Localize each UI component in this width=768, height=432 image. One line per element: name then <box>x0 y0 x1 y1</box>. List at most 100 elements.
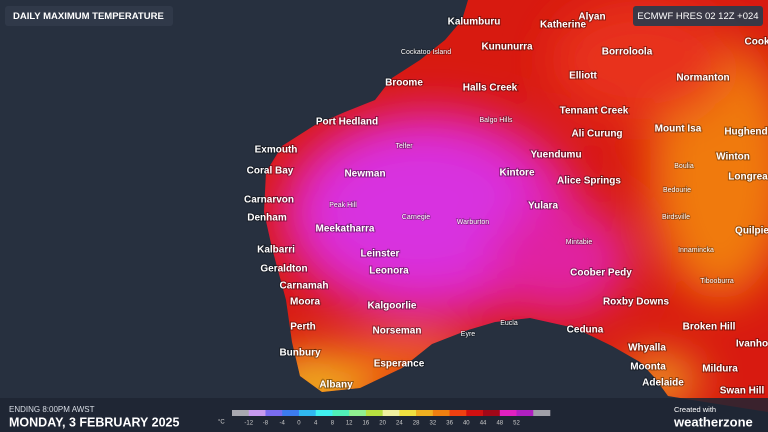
valid-time: ENDING 8:00PM AWST <box>9 405 95 414</box>
legend-unit: °C <box>218 420 225 426</box>
city-label: Adelaide <box>642 378 684 389</box>
city-label: Normanton <box>676 73 729 84</box>
city-label: Swan Hill <box>720 386 765 397</box>
legend-swatch <box>399 410 417 416</box>
date: MONDAY, 3 FEBRUARY 2025 <box>9 415 179 429</box>
town-label: Carnegie <box>402 214 431 221</box>
city-label: Broome <box>385 78 423 89</box>
city-label: Geraldton <box>260 264 307 275</box>
legend-tick-label: 48 <box>496 421 503 427</box>
legend-tick-label: 40 <box>463 421 470 427</box>
town-label: Mintabie <box>566 239 593 246</box>
legend-tick-label: 36 <box>446 421 453 427</box>
legend-swatch <box>449 410 467 416</box>
title: DAILY MAXIMUM TEMPERATURE <box>13 11 164 22</box>
city-label: Leinster <box>361 249 400 260</box>
legend-tick-label: 12 <box>346 421 353 427</box>
legend-swatch <box>499 410 517 416</box>
town-label: Warburton <box>457 219 490 226</box>
town-label: Birdsville <box>662 214 690 221</box>
legend-swatch <box>298 410 316 416</box>
town-label: Telfer <box>395 143 413 150</box>
legend-swatch <box>232 410 250 416</box>
city-label: Quilpie <box>735 226 768 237</box>
legend-swatch <box>382 410 400 416</box>
legend-tick-label: 28 <box>413 421 420 427</box>
legend-swatch <box>483 410 501 416</box>
town-label: Eucla <box>500 320 518 327</box>
legend-tick-label: 4 <box>314 421 318 427</box>
legend-tick-label: 16 <box>363 421 370 427</box>
town-label: Cockatoo Island <box>401 49 451 56</box>
legend-swatch <box>248 410 266 416</box>
city-label: Kununurra <box>481 42 533 53</box>
legend-tick-label: 8 <box>331 421 335 427</box>
legend-swatch <box>332 410 350 416</box>
city-label: Carnamah <box>280 281 329 292</box>
city-label: Yuendumu <box>530 150 581 161</box>
city-label: Ali Curung <box>571 129 622 140</box>
city-label: Coral Bay <box>247 166 294 177</box>
legend-tick-label: 44 <box>480 421 487 427</box>
town-label: Peak Hill <box>329 202 357 209</box>
city-label: Winton <box>716 152 750 163</box>
legend-tick-label: -12 <box>244 421 253 427</box>
city-label: Mildura <box>702 364 738 375</box>
city-label: Tennant Creek <box>560 106 629 117</box>
legend-tick-label: 52 <box>513 421 520 427</box>
town-label: Boulia <box>674 163 694 170</box>
town-label: Bedourie <box>663 187 691 194</box>
legend-swatch <box>533 410 551 416</box>
city-label: Leonora <box>369 266 409 277</box>
city-label: Halls Creek <box>463 83 518 94</box>
city-label: Longrea <box>728 172 768 183</box>
legend-tick-label: -8 <box>263 421 269 427</box>
brand: weatherzone <box>673 414 753 429</box>
legend-tick-label: 0 <box>297 421 301 427</box>
city-label: Esperance <box>374 359 425 370</box>
legend-swatch <box>466 410 484 416</box>
city-label: Yulara <box>528 201 558 212</box>
city-label: Cook <box>745 37 768 48</box>
city-label: Mount Isa <box>655 124 702 135</box>
city-label: Coober Pedy <box>570 268 632 279</box>
model-run: ECMWF HRES 02 12Z +024 <box>637 11 758 22</box>
legend-tick-label: 20 <box>379 421 386 427</box>
city-label: Moora <box>290 297 320 308</box>
legend-swatch <box>282 410 300 416</box>
legend-swatch <box>265 410 283 416</box>
city-label: Denham <box>247 213 287 224</box>
city-label: Alice Springs <box>557 176 621 187</box>
city-label: Ivanho <box>736 339 768 350</box>
city-label: Port Hedland <box>316 117 378 128</box>
legend-swatch <box>516 410 534 416</box>
model-box <box>633 6 763 26</box>
city-label: Moonta <box>630 362 666 373</box>
city-label: Kintore <box>500 168 535 179</box>
town-label: Tibooburra <box>700 278 734 285</box>
city-label: Albany <box>319 380 353 391</box>
city-label: Ceduna <box>567 325 604 336</box>
city-label: Broken Hill <box>683 322 736 333</box>
city-label: Roxby Downs <box>603 297 670 308</box>
town-label: Eyre <box>461 331 476 338</box>
town-label: Innamincka <box>678 247 714 254</box>
city-label: Katherine <box>540 20 587 31</box>
city-label: Borroloola <box>602 47 653 58</box>
town-label: Balgo Hills <box>479 117 513 124</box>
title-box <box>5 6 173 26</box>
city-label: Norseman <box>373 326 422 337</box>
legend-tick-label: 32 <box>429 421 436 427</box>
legend-swatch <box>365 410 383 416</box>
city-label: Exmouth <box>255 145 298 156</box>
city-label: Newman <box>344 169 385 180</box>
city-label: Kalbarri <box>257 245 295 256</box>
legend-swatch <box>432 410 450 416</box>
city-label: Hughend <box>724 127 767 138</box>
city-label: Perth <box>290 322 316 333</box>
city-label: Carnarvon <box>244 195 294 206</box>
city-label: Elliott <box>569 71 597 82</box>
city-label: Bunbury <box>279 348 321 359</box>
